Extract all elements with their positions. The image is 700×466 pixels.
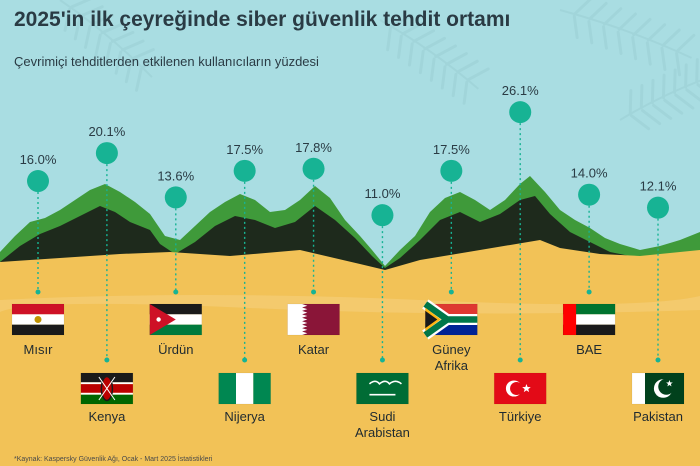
connector-dot	[35, 289, 41, 295]
data-point	[164, 186, 187, 209]
country-name: Nijerya	[224, 409, 265, 424]
data-point	[95, 142, 118, 165]
source-footnote: *Kaynak: Kaspersky Güvenlik Ağı, Ocak - …	[14, 456, 213, 463]
sand-highlight	[0, 295, 700, 314]
flag-south-africa	[422, 299, 478, 340]
value-label: 17.5%	[433, 142, 470, 157]
connector-dot	[104, 357, 110, 363]
data-point	[233, 159, 256, 182]
value-label: 14.0%	[571, 166, 608, 181]
chart-marks: 16.0% Mısır 20.1% Kenya 13.6% Ürdün 17.5% Nijer…	[0, 83, 700, 440]
value-label: 12.1%	[640, 179, 677, 194]
data-point	[647, 196, 669, 219]
value-label: 17.8%	[295, 140, 332, 155]
star-icon	[666, 380, 673, 387]
value-label: 17.5%	[226, 142, 263, 157]
country-marker: 17.5% Nijerya	[218, 142, 271, 424]
country-name: Sudi	[369, 409, 395, 424]
value-label: 20.1%	[88, 124, 125, 139]
connector-dot	[655, 357, 661, 363]
flag-turkey	[493, 372, 547, 405]
connector-dot	[517, 357, 523, 363]
palm-frond	[379, 13, 490, 105]
connector-dot	[242, 357, 248, 363]
country-name: Katar	[298, 342, 330, 357]
data-point	[440, 159, 463, 182]
country-marker: 26.1% Türkiye	[493, 83, 547, 424]
value-label: 13.6%	[157, 168, 194, 183]
data-point	[27, 170, 49, 193]
palm-leaf-decoration	[59, 0, 700, 131]
country-marker: 20.1% Kenya	[80, 124, 134, 424]
country-name: Türkiye	[499, 409, 542, 424]
flag-qatar	[287, 303, 340, 336]
palm-frond	[619, 58, 700, 131]
flag-saudi-arabia	[356, 372, 409, 405]
data-point	[371, 204, 394, 227]
star-icon	[522, 384, 531, 393]
chart-subtitle: Çevrimiçi tehditlerden etkilenen kullanı…	[14, 54, 319, 69]
flag-pakistan	[631, 372, 685, 405]
country-marker: 14.0% BAE	[562, 166, 616, 357]
connector-dot	[379, 357, 385, 363]
country-marker: 16.0% Mısır	[11, 152, 65, 357]
country-name: Mısır	[24, 342, 54, 357]
value-label: 26.1%	[502, 83, 539, 98]
palm-frond	[559, 0, 696, 77]
country-marker: 13.6% Ürdün	[149, 168, 203, 357]
data-point	[578, 183, 601, 206]
country-marker: 12.1% Pakistan	[631, 179, 685, 424]
connector-dot	[448, 289, 454, 295]
flag-nigeria	[218, 372, 271, 405]
country-name: Pakistan	[633, 409, 683, 424]
value-label: 16.0%	[20, 152, 57, 167]
data-point	[509, 101, 532, 124]
flag-egypt	[11, 303, 65, 336]
country-name: Kenya	[88, 409, 126, 424]
flag-uae	[562, 303, 616, 336]
value-label: 11.0%	[364, 186, 400, 201]
flag-jordan	[149, 303, 203, 336]
country-name: Ürdün	[158, 342, 193, 357]
connector-dot	[311, 289, 317, 295]
country-name: Afrika	[435, 358, 469, 373]
country-name: Arabistan	[355, 425, 410, 440]
country-name: Güney	[432, 342, 471, 357]
country-name: BAE	[576, 342, 602, 357]
flag-kenya	[80, 372, 134, 405]
data-point	[302, 157, 325, 180]
palm-frond	[59, 0, 166, 92]
connector-dot	[586, 289, 592, 295]
connector-dot	[173, 289, 179, 295]
chart-title: 2025'in ilk çeyreğinde siber güvenlik te…	[14, 8, 511, 31]
country-marker: 17.8% Katar	[287, 140, 340, 357]
